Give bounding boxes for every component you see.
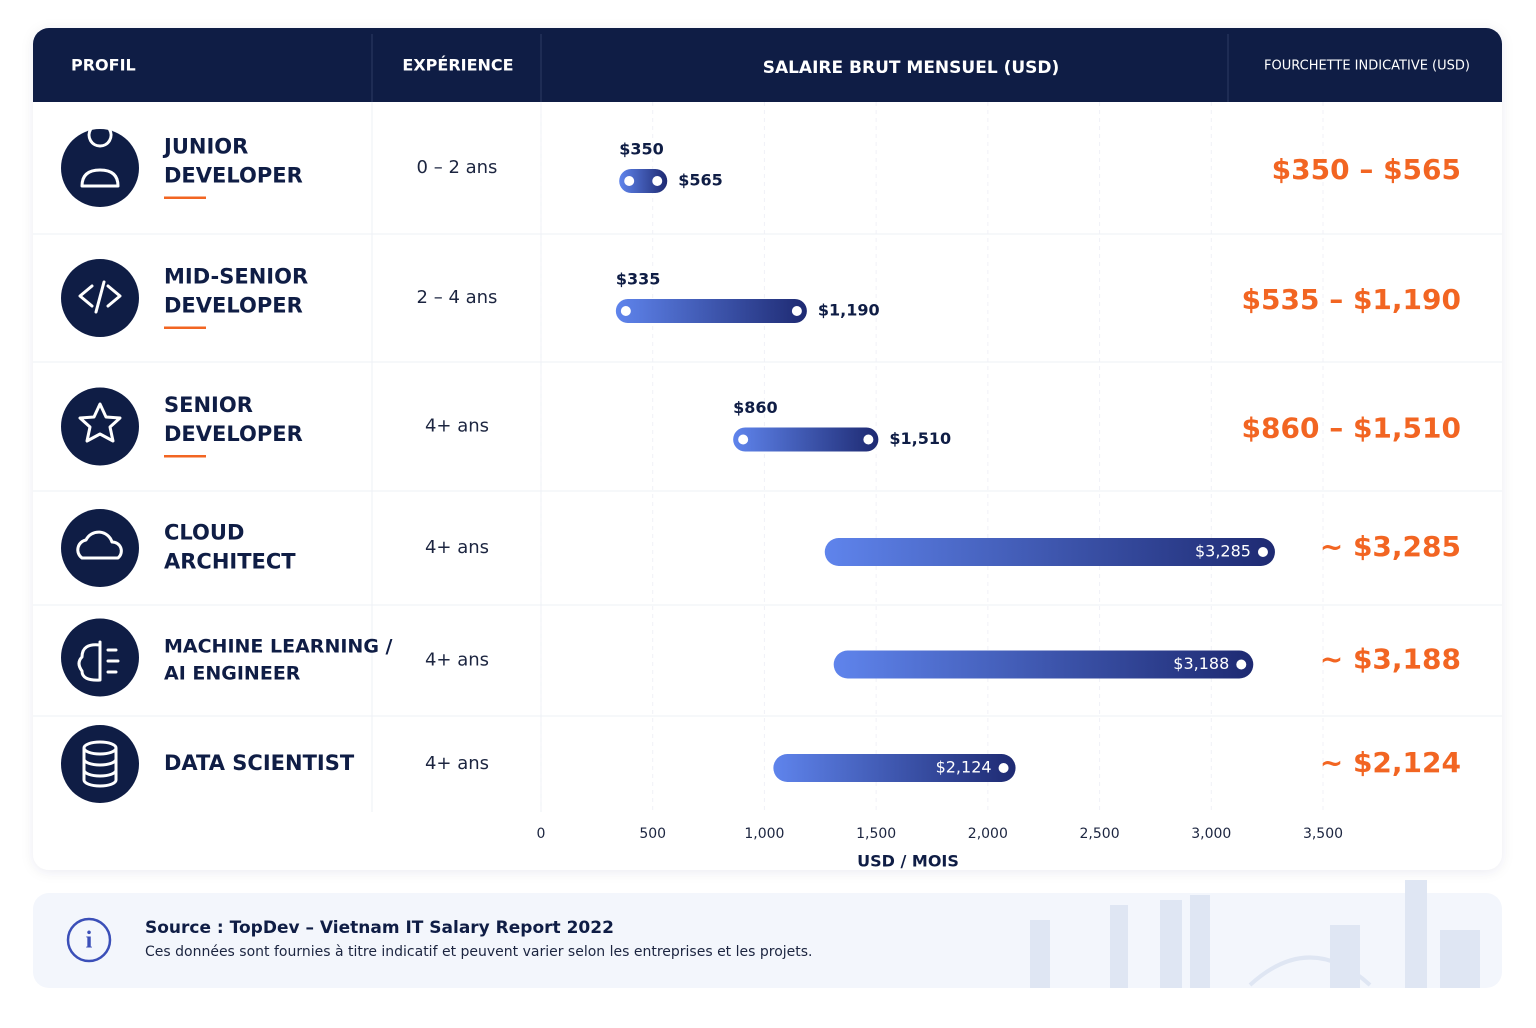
bar-dot [863,434,874,445]
skyline [1030,880,1480,988]
salary-bar [773,754,1016,782]
profile-icon [61,509,139,587]
experience: 2 – 4 ans [417,287,498,308]
profile-icon [61,387,139,466]
range-text: $860 – $1,510 [1242,412,1461,445]
high-label: $3,285 [1195,542,1251,561]
profile-name: JUNIOR [162,135,248,159]
x-tick-label: 3,500 [1303,826,1343,842]
profile-glyph [82,740,118,788]
high-label: $2,124 [936,758,992,777]
profile-name: DEVELOPER [164,164,303,188]
info-icon [66,917,112,963]
profile-name: DEVELOPER [164,294,303,318]
experience: 4+ ans [425,650,489,671]
range-text: ~ $3,188 [1320,643,1461,676]
header-bar [33,28,1502,102]
x-tick-label: 2,000 [968,826,1008,842]
profile-glyph [80,122,120,188]
profile-glyph [77,640,120,682]
low-label: $350 [619,140,664,159]
range-text: ~ $3,285 [1320,530,1461,563]
high-label: $3,188 [1173,654,1229,673]
salary-bar [619,169,668,193]
bar-dot [1236,659,1247,670]
profile-name: AI ENGINEER [164,663,301,685]
profile-name: DATA SCIENTIST [164,751,355,775]
experience: 0 – 2 ans [417,157,498,178]
bar-dot [652,176,663,186]
profile-name: ARCHITECT [164,550,296,574]
bar-dot [998,763,1009,773]
bar-dot [624,176,635,186]
header-cell: SALAIRE BRUT MENSUEL (USD) [763,58,1060,78]
bar-dot [738,434,749,445]
header-cell: PROFIL [71,56,136,75]
salary-bar [733,427,879,452]
low-label: $860 [733,398,778,417]
x-axis-label: USD / MOIS [857,852,959,871]
high-label: $1,190 [818,301,880,320]
profile-underline [164,455,206,458]
info-glyph: i [86,928,93,954]
profile-name: MID-SENIOR [164,265,308,289]
header-cell: EXPÉRIENCE [402,56,513,75]
bar-dot [1257,547,1268,557]
x-tick-label: 1,000 [744,826,784,842]
x-tick-label: 3,000 [1191,826,1231,842]
salary-bar [824,538,1275,566]
header-cell: FOURCHETTE INDICATIVE (USD) [1264,59,1470,74]
range-text: ~ $2,124 [1320,746,1461,779]
source: Source : TopDev – Vietnam IT Salary Repo… [145,918,614,938]
profile-glyph [78,280,122,314]
x-tick-label: 0 [537,826,546,842]
profile-glyph [76,530,123,560]
experience: 4+ ans [425,753,489,774]
profile-name: MACHINE LEARNING / [164,636,393,658]
bar-dot [620,306,631,316]
salary-bar [615,299,807,323]
profile-underline [164,326,206,329]
low-label: $335 [616,270,661,289]
range-text: $350 – $565 [1272,153,1461,186]
x-tick-label: 1,500 [856,826,896,842]
range-text: $535 – $1,190 [1242,283,1461,316]
high-label: $1,510 [889,429,951,448]
profile-underline [164,196,206,199]
profile-name: DEVELOPER [164,422,303,446]
footer-box [33,893,1502,988]
experience: 4+ ans [425,416,489,437]
experience: 4+ ans [425,537,489,558]
x-tick-label: 2,500 [1080,826,1120,842]
salary-bar [833,650,1254,679]
high-label: $565 [678,171,723,190]
profile-name: SENIOR [164,393,253,417]
x-tick-label: 500 [639,826,666,842]
header-dividers [371,34,1229,102]
profile-icon [61,129,139,207]
profile-name: CLOUD [164,521,244,545]
note: Ces données sont fournies à titre indica… [145,944,813,960]
bar-dot [791,306,802,316]
profile-glyph [78,402,122,443]
